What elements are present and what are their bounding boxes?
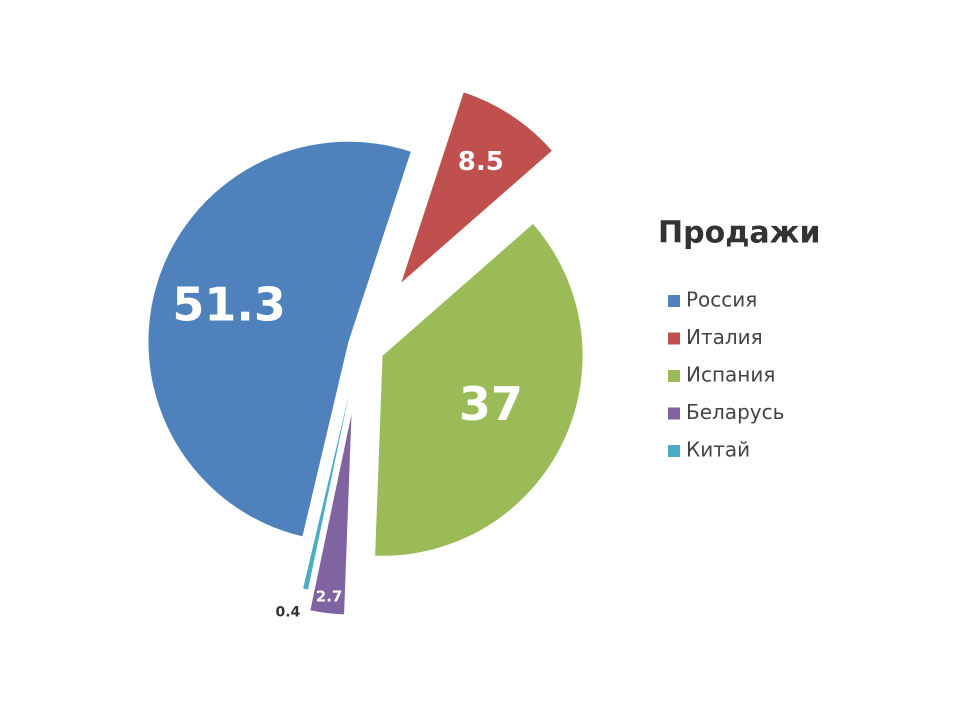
- legend-swatch: [668, 295, 680, 307]
- legend-label: Китай: [686, 438, 750, 462]
- legend-label: Испания: [686, 363, 775, 387]
- data-label: 51.3: [172, 278, 286, 332]
- legend-title: Продажи: [658, 216, 821, 251]
- pie-slice: [148, 141, 411, 537]
- legend-label: Россия: [686, 288, 757, 312]
- data-label: 37: [459, 377, 523, 431]
- legend-swatch: [668, 445, 680, 457]
- legend-swatch: [668, 407, 680, 420]
- data-label: 8.5: [458, 147, 504, 177]
- pie-slice: [310, 414, 352, 615]
- legend-label: Беларусь: [686, 400, 784, 424]
- legend-swatch: [668, 370, 680, 382]
- data-label: 2.7: [316, 588, 343, 606]
- pie-slice: [303, 393, 350, 590]
- data-label: 0.4: [276, 604, 301, 620]
- legend-swatch: [668, 332, 680, 345]
- legend-label: Италия: [686, 325, 763, 349]
- pie-slice: [375, 223, 583, 556]
- pie-slice: [401, 92, 552, 283]
